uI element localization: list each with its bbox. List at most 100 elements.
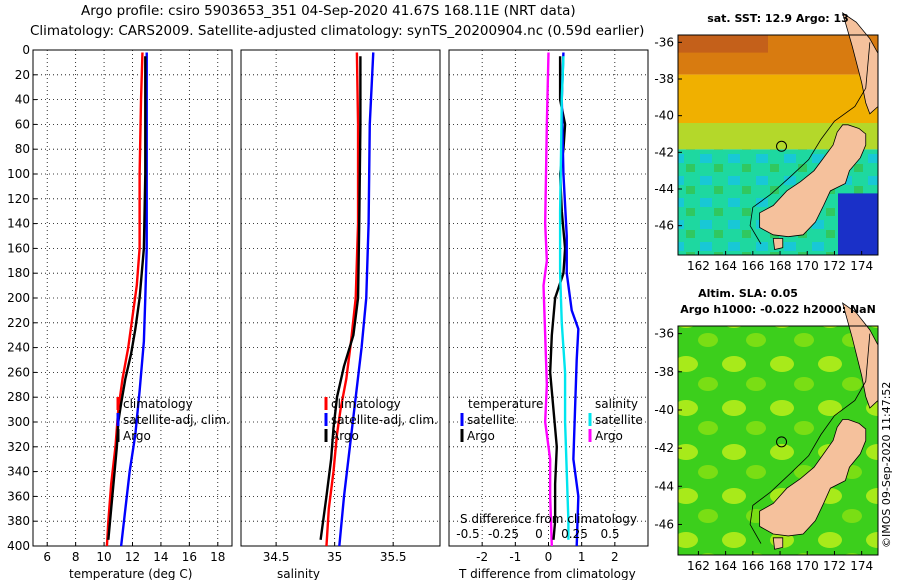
series-argo (107, 56, 147, 540)
ytick-label: 0 (22, 43, 30, 57)
xtick-label: 35.5 (380, 550, 407, 564)
sst-band (838, 193, 878, 255)
axes-frame (240, 49, 441, 547)
land-stewart-island (772, 238, 784, 250)
land-north-island (841, 12, 879, 115)
xtick-label: 1 (578, 550, 586, 564)
map-ytick-label: -44 (654, 479, 674, 493)
map-bottom-title-line2: Argo h1000: -0.022 h2000: NaN (680, 303, 876, 316)
xtick-label: -2 (476, 550, 488, 564)
axis-xlabel-top: S difference from climatology (460, 512, 637, 526)
legend-label: satellite (467, 413, 515, 427)
legend-label: Argo (123, 429, 151, 443)
map-xtick-label: 162 (687, 259, 710, 273)
axis-xlabel: salinity (277, 567, 320, 580)
xtick-label: 18 (210, 550, 225, 564)
figure-title-line2: Climatology: CARS2009. Satellite-adjuste… (30, 23, 645, 39)
map-ytick-label: -40 (654, 403, 674, 417)
xtick-label: 34.5 (263, 550, 290, 564)
legend-label: Argo (467, 429, 495, 443)
map-ytick-label: -38 (654, 365, 674, 379)
land-south-island (759, 419, 867, 537)
legend-label: satellite-adj, clim. (123, 413, 230, 427)
ytick-label: 60 (15, 117, 30, 131)
map-xtick-label: 174 (850, 559, 873, 573)
map-xtick-label: 170 (796, 259, 819, 273)
legend-label: Argo (595, 429, 623, 443)
legend-title-temperature: temperature (468, 397, 543, 411)
series-climatology (325, 52, 360, 547)
xtick-top-label: -0.5 (456, 527, 479, 541)
ytick-label: 180 (7, 266, 30, 280)
sst-band (678, 74, 878, 123)
map-xtick-label: 174 (850, 259, 873, 273)
legend-label: climatology (123, 397, 193, 411)
series-temperature-argo (548, 56, 567, 540)
legend-label: climatology (331, 397, 401, 411)
series-salinity-argo (558, 56, 570, 540)
bathymetry-contour (749, 42, 871, 245)
xtick-top-label: 0.25 (561, 527, 588, 541)
map-xtick-label: 168 (769, 559, 792, 573)
map-ytick-label: -42 (654, 145, 674, 159)
map-xtick-label: 166 (741, 559, 764, 573)
ytick-label: 320 (7, 440, 30, 454)
ytick-label: 400 (7, 539, 30, 553)
ytick-label: 360 (7, 489, 30, 503)
xtick-label: 2 (611, 550, 619, 564)
ytick-label: 220 (7, 316, 30, 330)
map-xtick-label: 166 (741, 259, 764, 273)
ytick-label: 240 (7, 341, 30, 355)
map-xtick-label: 164 (714, 259, 737, 273)
land-south-island (759, 124, 867, 238)
map-xtick-label: 172 (823, 559, 846, 573)
map-top-title: sat. SST: 12.9 Argo: 13 (707, 12, 849, 25)
legend-label: Argo (331, 429, 359, 443)
axis-xlabel: temperature (deg C) (69, 567, 192, 580)
ytick-label: 380 (7, 514, 30, 528)
map-xtick-label: 172 (823, 259, 846, 273)
series-argo (319, 56, 362, 540)
sst-band (678, 35, 768, 53)
ytick-label: 280 (7, 390, 30, 404)
argo-position-marker (776, 140, 788, 152)
map-ytick-label: -36 (654, 327, 674, 341)
legend-title-salinity: salinity (595, 397, 638, 411)
map-bottom-title-line1: Altim. SLA: 0.05 (698, 287, 798, 300)
map-ytick-label: -42 (654, 441, 674, 455)
map-frame (677, 325, 879, 556)
ytick-label: 120 (7, 192, 30, 206)
xtick-top-label: -0.25 (488, 527, 519, 541)
panel-temperature: 0 20 40 60 80 100 120 140 160 180 200 220 240 260 280 3… (7, 43, 233, 580)
map-xtick-label: 168 (769, 259, 792, 273)
map-xtick-label: 164 (714, 559, 737, 573)
map-ytick-label: -38 (654, 72, 674, 86)
xtick-label: 35 (327, 550, 342, 564)
legend-label: satellite-adj, clim. (331, 413, 438, 427)
map-sst_map: 162 164 166 168 170 172 174 -36 -38 -40 -42 -44 -46 (654, 12, 879, 273)
ytick-label: 200 (7, 291, 30, 305)
xtick-label: 8 (72, 550, 80, 564)
ytick-label: 140 (7, 217, 30, 231)
series-temperature-satellite (542, 52, 554, 547)
map-ytick-label: -44 (654, 182, 674, 196)
xtick-label: -1 (509, 550, 521, 564)
bathymetry-contour (749, 333, 871, 544)
map-ytick-label: -46 (654, 517, 674, 531)
series-salinity-satellite (560, 52, 580, 547)
ytick-label: 20 (15, 68, 30, 82)
map-frame (677, 34, 879, 256)
xtick-label: 0 (545, 550, 553, 564)
ytick-label: 160 (7, 241, 30, 255)
footer-stamp: ©IMOS 09-Sep-2020 11:47:52 (880, 382, 893, 548)
axis-xlabel: T difference from climatology (458, 567, 636, 580)
ytick-label: 300 (7, 415, 30, 429)
argo-position-marker (776, 436, 788, 448)
xtick-label: 6 (43, 550, 51, 564)
xtick-label: 14 (153, 550, 168, 564)
map-sla_map: 162 164 166 168 170 172 174 -36 -38 -40 -42 -44 -46 (654, 302, 879, 573)
xtick-top-label: 0.5 (600, 527, 619, 541)
ytick-label: 260 (7, 365, 30, 379)
map-ytick-label: -46 (654, 219, 674, 233)
